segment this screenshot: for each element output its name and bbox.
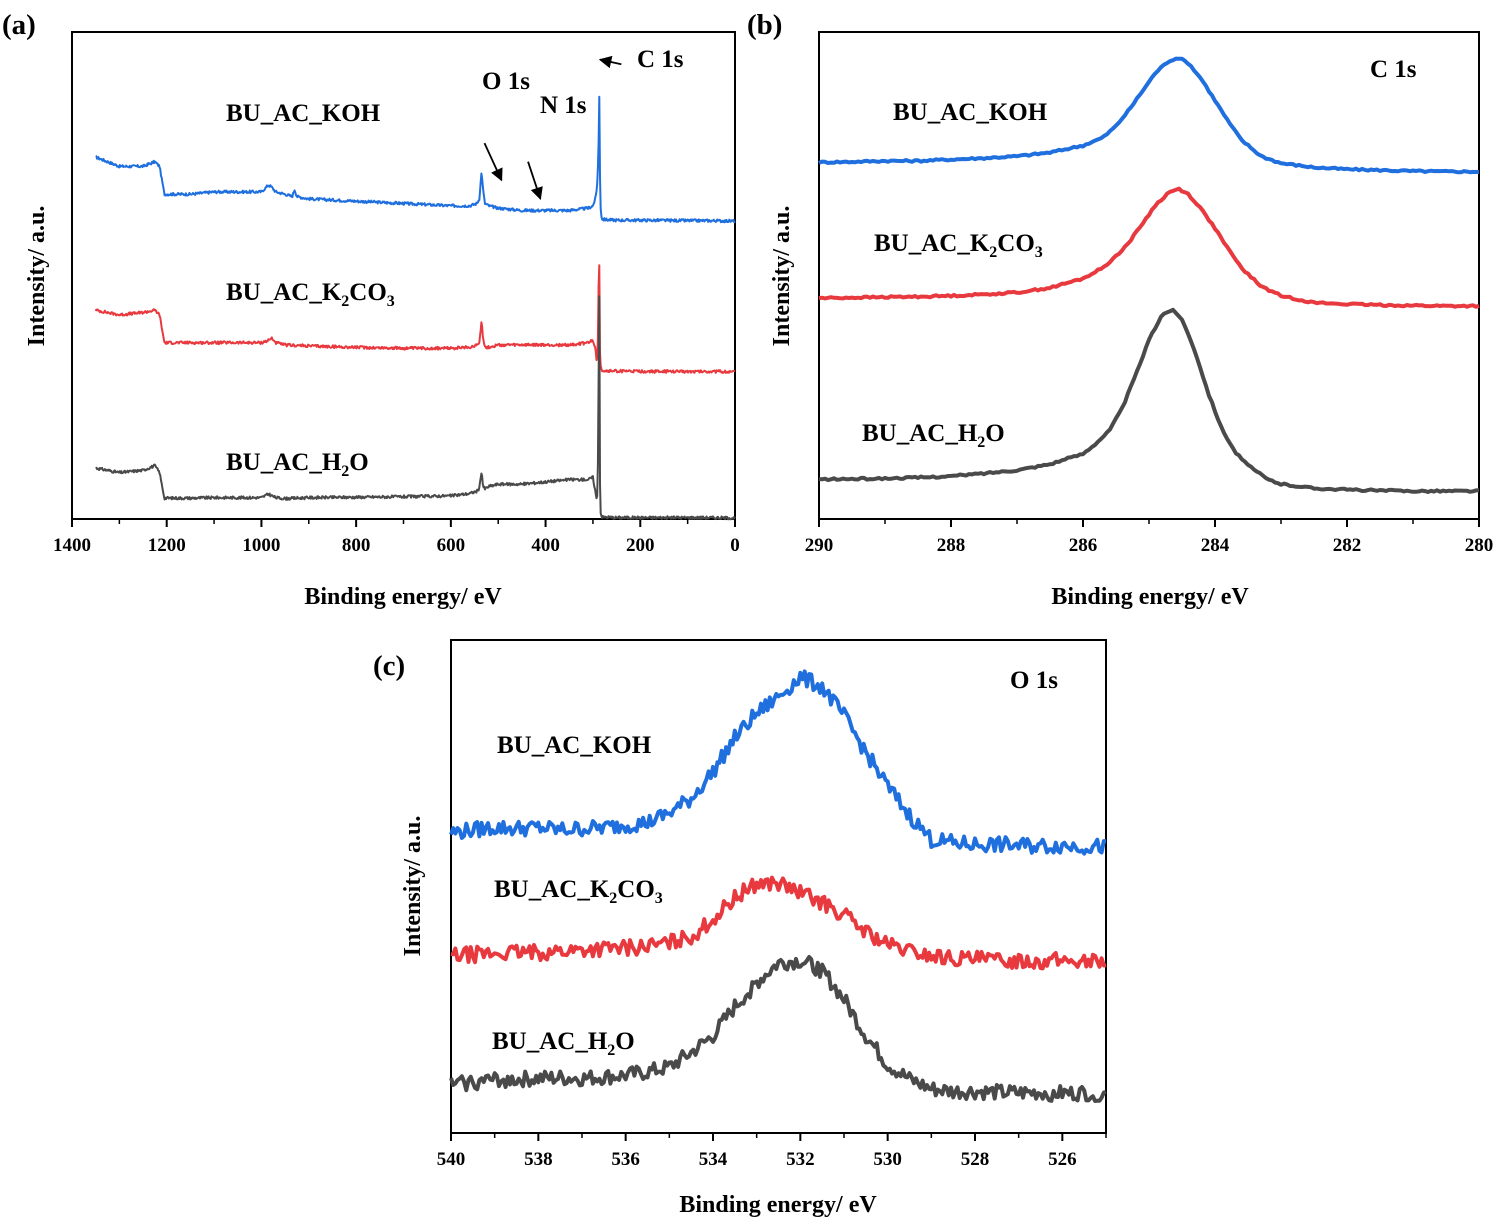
panel-a-series [94, 95, 736, 521]
series-label-subscript: 2 [609, 890, 617, 907]
panel-c-x-axis-title: Binding energy/ eV [679, 1192, 877, 1218]
panel-c-y-axis-title: Intensity/ a.u. [400, 816, 426, 957]
panel-b-x-ticks: 290 288 286 284 282 280 [805, 519, 1494, 556]
series-line-bu-ac-h2o [818, 307, 1480, 494]
annotation-label: C 1s [637, 46, 684, 73]
series-label-main: BU_AC_H [226, 449, 342, 476]
x-tick-label: 290 [805, 535, 834, 556]
annotation-label: O 1s [482, 68, 530, 95]
panel-c-series [449, 669, 1107, 1103]
series-label-subscript: 2 [607, 1042, 615, 1059]
series-label-main: BU_AC_KOH [226, 100, 381, 127]
panel-a-annotations: O 1s N 1s C 1s [482, 46, 684, 201]
series-label-subscript: 3 [1035, 244, 1043, 261]
panel-b-y-axis-title: Intensity/ a.u. [769, 206, 795, 347]
panel-a-tag: (a) [2, 9, 36, 41]
series-line-bu-ac-koh [95, 95, 736, 224]
series-label: BU_AC_H2O [862, 420, 1005, 451]
series-label-main: BU_AC_KOH [497, 732, 652, 759]
series-label-subscript: 2 [989, 244, 997, 261]
x-tick-label: 284 [1201, 535, 1230, 556]
series-label-subscript: 2 [341, 463, 349, 480]
x-tick-label: 536 [611, 1149, 640, 1170]
series-label-main: BU_AC_K [494, 876, 610, 903]
x-tick-label: 534 [699, 1149, 728, 1170]
annotation-arrow [527, 161, 543, 201]
panel-a-survey: (a) 1400 1200 1000 800 600 400 200 0 BU_AC_KOH B… [2, 9, 740, 610]
x-tick-label: 1400 [53, 535, 91, 556]
series-label: BU_AC_KOH [497, 732, 652, 759]
panel-a-y-axis-title: Intensity/ a.u. [24, 206, 50, 347]
x-tick-label: 600 [437, 535, 466, 556]
series-line-bu-ac-koh [449, 669, 1106, 856]
series-label: BU_AC_H2O [226, 449, 369, 480]
x-tick-label: 282 [1333, 535, 1362, 556]
series-label-subscript: 2 [341, 293, 349, 310]
series-label-main: BU_AC_KOH [893, 99, 1048, 126]
annotation-label: N 1s [540, 92, 587, 119]
x-tick-label: 1200 [148, 535, 186, 556]
series-label-subscript: 3 [387, 293, 395, 310]
series-label-subscript: 3 [655, 890, 663, 907]
x-tick-label: 530 [873, 1149, 902, 1170]
series-label-tail: CO [349, 279, 387, 306]
series-label: BU_AC_K2CO3 [494, 876, 663, 907]
series-label-main: BU_AC_K [874, 230, 990, 257]
x-tick-label: 528 [961, 1149, 990, 1170]
series-label-tail: O [349, 449, 368, 476]
series-label: BU_AC_KOH [226, 100, 381, 127]
panel-a-frame [71, 31, 736, 520]
panel-b-title: C 1s [1370, 56, 1417, 83]
panel-b-c1s: (b) 290 288 286 284 282 280 BU_AC_KOHBU_AC_K2… [747, 9, 1493, 610]
series-line-bu-ac-koh [818, 56, 1480, 175]
series-label: BU_AC_K2CO3 [226, 279, 395, 310]
panel-b-x-axis-title: Binding energy/ eV [1051, 584, 1249, 610]
x-tick-label: 538 [524, 1149, 553, 1170]
annotation-arrow [598, 55, 622, 69]
panel-c-o1s: (c) 540 538 536 534 532 530 528 526 BU_AC_KOH BU… [373, 639, 1107, 1218]
series-line-bu-ac-h2o [449, 955, 1107, 1103]
series-label-tail: O [615, 1028, 634, 1055]
panel-c-title: O 1s [1010, 667, 1058, 694]
x-tick-label: 286 [1069, 535, 1098, 556]
series-label-tail: O [985, 420, 1004, 447]
series-label: BU_AC_K2CO3 [874, 230, 1043, 261]
panel-c-x-ticks: 540 538 536 534 532 530 528 526 [437, 1133, 1107, 1170]
x-tick-label: 288 [937, 535, 966, 556]
panel-c-frame [450, 639, 1107, 1134]
x-tick-label: 1000 [242, 535, 280, 556]
series-label-subscript: 2 [977, 434, 985, 451]
x-tick-label: 0 [730, 535, 740, 556]
series-label-tail: CO [997, 230, 1035, 257]
series-line-bu-ac-k2co3 [450, 875, 1107, 971]
series-label-main: BU_AC_H [862, 420, 978, 447]
series-line-bu-ac-k2co3 [94, 264, 736, 374]
series-label-tail: CO [617, 876, 655, 903]
x-tick-label: 280 [1465, 535, 1494, 556]
panel-b-series [818, 56, 1480, 494]
x-tick-label: 526 [1048, 1149, 1077, 1170]
series-line-bu-ac-k2co3 [818, 186, 1480, 309]
series-label: BU_AC_H2O [492, 1028, 635, 1059]
annotation-arrow [483, 142, 503, 182]
panel-b-tag: (b) [747, 9, 782, 41]
panel-a-x-ticks: 1400 1200 1000 800 600 400 200 0 [53, 519, 740, 556]
series-label-main: BU_AC_K [226, 279, 342, 306]
series-label-main: BU_AC_H [492, 1028, 608, 1055]
x-tick-label: 400 [531, 535, 560, 556]
series-line-bu-ac-h2o [95, 295, 736, 521]
series-label: BU_AC_KOH [893, 99, 1048, 126]
panel-c-tag: (c) [373, 650, 405, 682]
x-tick-label: 532 [786, 1149, 815, 1170]
x-tick-label: 540 [437, 1149, 466, 1170]
x-tick-label: 200 [626, 535, 655, 556]
x-tick-label: 800 [342, 535, 371, 556]
panel-a-x-axis-title: Binding energy/ eV [304, 584, 502, 610]
